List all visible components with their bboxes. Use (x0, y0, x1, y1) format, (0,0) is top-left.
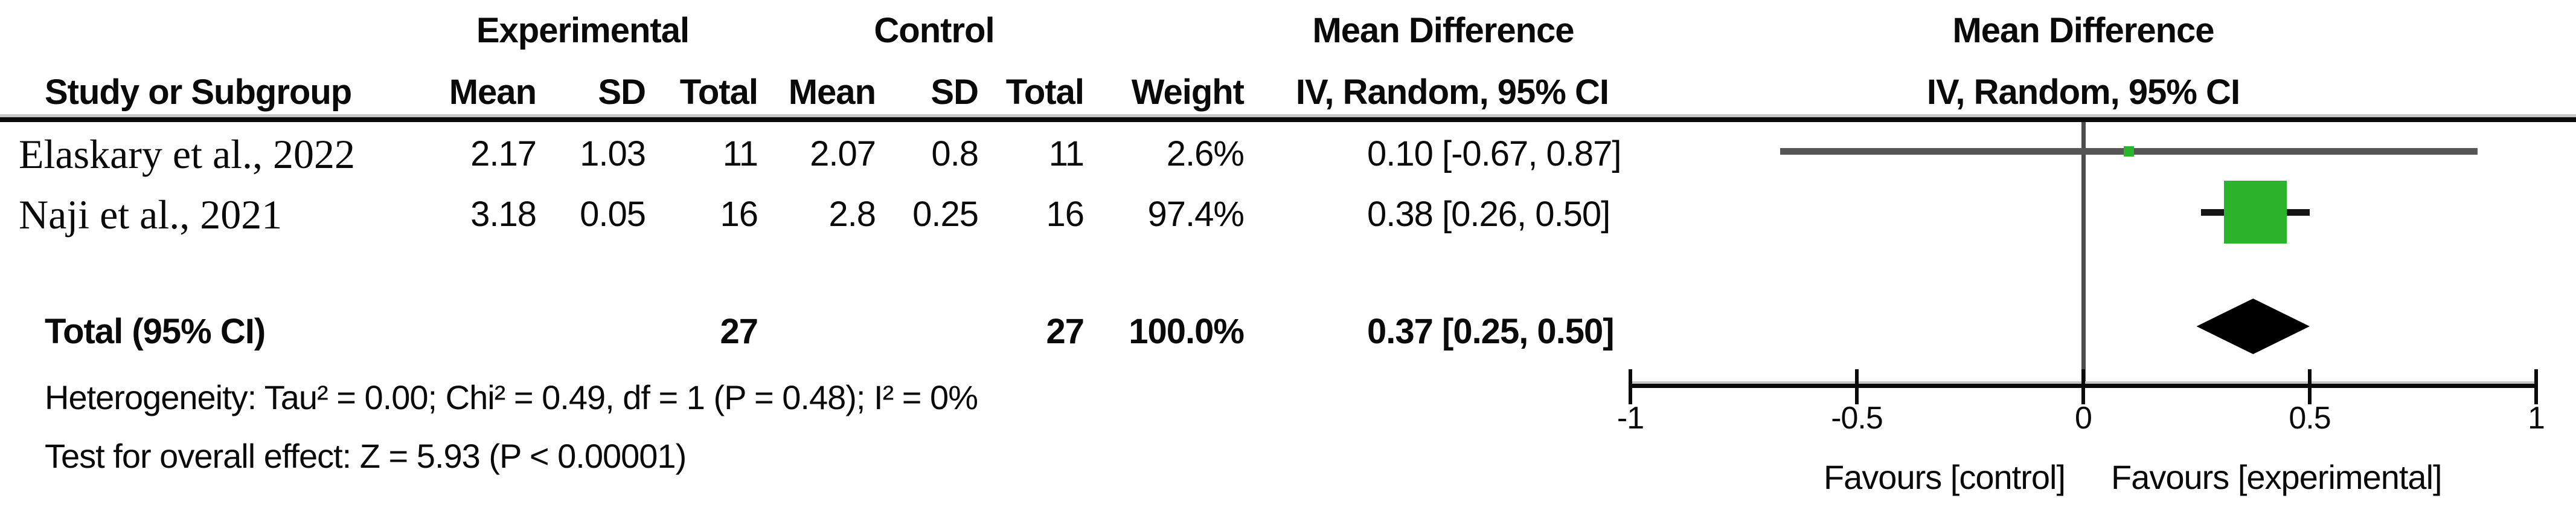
group-header-mean-difference-plot: Mean Difference (1952, 11, 2214, 50)
axis-tick (2081, 369, 2085, 404)
total-ci: 0.37 [0.25, 0.50] (1367, 312, 1615, 351)
ctl-total-value: 16 (1046, 195, 1085, 234)
ci-value: 0.10 [-0.67, 0.87] (1367, 134, 1622, 173)
column-header-ctl-sd: SD (931, 73, 979, 112)
summary-diamond (2196, 299, 2310, 354)
axis-tick-label: 0 (2075, 401, 2092, 436)
group-header-experimental: Experimental (476, 11, 690, 50)
axis-tick-label: -0.5 (1831, 401, 1883, 436)
column-header-ctl-total: Total (1005, 73, 1085, 112)
exp-sd-value: 1.03 (580, 134, 646, 173)
axis-tick (1855, 369, 1859, 404)
exp-mean-value: 3.18 (470, 195, 537, 234)
total-exp-total: 27 (720, 312, 758, 351)
favours-right-label: Favours [experimental] (2111, 458, 2443, 496)
column-header-ctl-mean: Mean (788, 73, 876, 112)
header-separator-line (0, 117, 2576, 122)
axis-tick-label: 1 (2528, 401, 2545, 436)
column-header-study: Study or Subgroup (45, 73, 352, 112)
axis-tick-label: -1 (1616, 401, 1644, 436)
favours-left-label: Favours [control] (1823, 458, 2066, 496)
total-ctl-total: 27 (1046, 312, 1085, 351)
exp-total-value: 11 (722, 134, 758, 173)
weight-value: 97.4% (1147, 195, 1245, 234)
exp-sd-value: 0.05 (580, 195, 646, 234)
column-header-ci-table: IV, Random, 95% CI (1295, 73, 1609, 112)
exp-mean-value: 2.17 (470, 134, 537, 173)
ctl-mean-value: 2.8 (828, 195, 876, 234)
axis-tick (2308, 369, 2312, 404)
overall-effect-note: Test for overall effect: Z = 5.93 (P < 0… (45, 437, 687, 475)
ci-value: 0.38 [0.26, 0.50] (1367, 195, 1610, 234)
column-header-ci-plot: IV, Random, 95% CI (1926, 73, 2240, 112)
group-header-mean-difference-table: Mean Difference (1312, 11, 1574, 50)
axis-tick (2534, 369, 2538, 404)
header-separator-highlight (0, 114, 2576, 117)
axis-tick-label: 0.5 (2289, 401, 2331, 436)
axis-tick (1629, 369, 1632, 404)
effect-marker (2123, 146, 2134, 157)
column-header-exp-sd: SD (598, 73, 646, 112)
weight-value: 2.6% (1166, 134, 1245, 173)
column-header-exp-total: Total (679, 73, 758, 112)
column-header-exp-mean: Mean (449, 73, 537, 112)
column-header-weight: Weight (1131, 73, 1245, 112)
total-weight: 100.0% (1129, 312, 1245, 351)
group-header-control: Control (874, 11, 995, 50)
ctl-mean-value: 2.07 (810, 134, 876, 173)
study-label: Naji et al., 2021 (19, 192, 283, 238)
ctl-sd-value: 0.25 (912, 195, 979, 234)
effect-marker (2224, 181, 2287, 244)
heterogeneity-note: Heterogeneity: Tau² = 0.00; Chi² = 0.49,… (45, 378, 978, 416)
total-label: Total (95% CI) (45, 312, 266, 351)
study-label: Elaskary et al., 2022 (19, 131, 356, 177)
exp-total-value: 16 (720, 195, 758, 234)
ctl-sd-value: 0.8 (931, 134, 979, 173)
ctl-total-value: 11 (1048, 134, 1085, 173)
zero-line (2081, 122, 2086, 384)
